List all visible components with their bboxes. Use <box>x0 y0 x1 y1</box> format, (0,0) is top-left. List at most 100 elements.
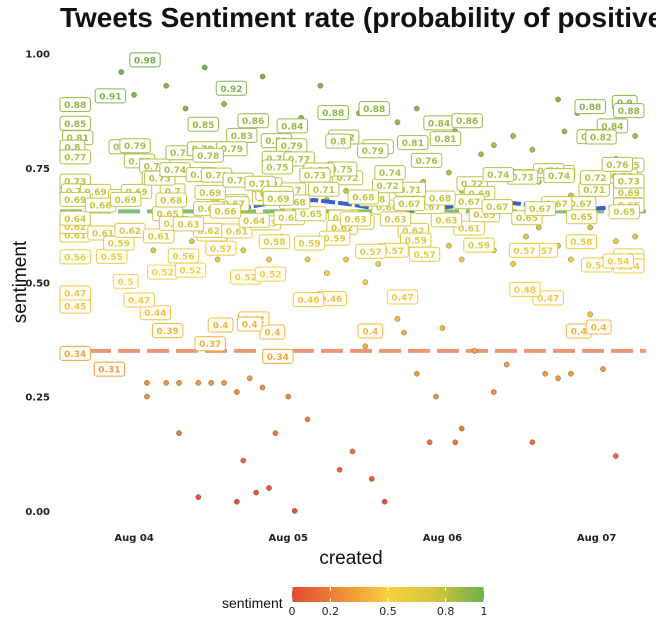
point-label: 0.74 <box>543 168 575 184</box>
point-label-text: 0.54 <box>607 258 629 268</box>
point-label: 0.61 <box>143 228 175 244</box>
x-axis-ticks: Aug 04 Aug 05 Aug 06 Aug 07 <box>114 533 616 544</box>
point-label-box <box>601 156 634 172</box>
data-point <box>458 256 465 263</box>
point-label-text: 0.71 <box>249 180 271 190</box>
point-label: 0.81 <box>397 135 429 151</box>
point-label: 0.78 <box>192 147 224 163</box>
point-label-box <box>308 181 340 197</box>
point-label-text: 0.4 <box>264 329 280 339</box>
point-label-text: 0.46 <box>297 296 319 306</box>
point-label-text: 0.69 <box>84 188 106 198</box>
point-label-text: 0.81 <box>434 135 456 145</box>
point-label-text: 0.73 <box>304 172 326 182</box>
point-label-box <box>192 147 224 163</box>
data-point <box>632 133 638 139</box>
point-label-text: 0.79 <box>362 147 384 157</box>
data-point <box>613 238 619 244</box>
point-label-text: 0.64 <box>64 215 86 225</box>
data-point <box>568 370 574 377</box>
point-label-box <box>532 290 564 306</box>
point-label-text: 0.98 <box>134 56 156 66</box>
point-label: 0.74 <box>374 165 406 181</box>
data-point <box>471 348 478 354</box>
data-point <box>529 146 536 153</box>
point-label: 0.74 <box>482 167 514 183</box>
point-label-box <box>397 135 429 151</box>
data-point <box>221 380 227 386</box>
point-label-text: 0.52 <box>179 267 201 277</box>
point-label: 0.4 <box>236 316 263 332</box>
point-label-text: 0.39 <box>157 327 179 337</box>
x-axis-title: created <box>319 548 382 569</box>
data-point <box>221 101 227 107</box>
point-label-text: 0.57 <box>531 247 553 257</box>
point-label: 0.47 <box>532 290 564 306</box>
point-label-text: 0.45 <box>64 303 86 313</box>
point-label-text: 0.48 <box>514 286 536 296</box>
data-point <box>394 119 401 126</box>
point-label-text: 0.57 <box>382 247 404 257</box>
point-label-box <box>317 105 349 121</box>
legend-tick-label: 1 <box>481 605 488 618</box>
point-label-box <box>357 143 389 159</box>
point-label: 0.66 <box>209 203 242 219</box>
point-label: 0.82 <box>585 129 617 145</box>
point-label-text: 0.7 <box>165 187 181 197</box>
point-label-box <box>574 99 606 115</box>
point-label-text: 0.72 <box>377 182 399 192</box>
point-label: 0.65 <box>295 206 327 222</box>
point-label-text: 0.8 <box>330 138 346 148</box>
point-label-text: 0.59 <box>298 240 320 250</box>
point-label: 0.71 <box>308 181 340 197</box>
point-label-box <box>613 103 645 119</box>
data-point <box>176 380 182 386</box>
data-point <box>195 380 202 386</box>
point-label-box <box>292 292 325 308</box>
point-label-box <box>509 281 541 297</box>
point-label-text: 0.61 <box>92 230 114 240</box>
point-label: 0.65 <box>608 204 641 220</box>
data-point <box>163 82 170 89</box>
point-label-text: 0.71 <box>583 186 605 196</box>
point-label-text: 0.79 <box>124 142 146 152</box>
data-point <box>176 430 182 436</box>
point-label-text: 0.85 <box>192 121 214 131</box>
data-point <box>561 128 568 135</box>
point-label: 0.77 <box>59 149 91 165</box>
data-point <box>324 270 330 276</box>
data-point <box>343 256 349 263</box>
point-label-text: 0.58 <box>263 238 285 248</box>
data-point <box>285 393 292 400</box>
point-label-box <box>379 211 412 227</box>
point-label-text: 0.54 <box>585 262 607 272</box>
point-label: 0.56 <box>59 249 91 265</box>
point-label-text: 0.76 <box>606 161 628 171</box>
point-label-text: 0.69 <box>618 189 640 199</box>
point-label-text: 0.83 <box>231 132 253 142</box>
point-label-text: 0.65 <box>613 208 635 218</box>
point-label-text: 0.73 <box>64 178 86 188</box>
point-label-text: 0.88 <box>363 105 385 115</box>
point-label-text: 0.57 <box>413 251 435 261</box>
point-label-text: 0.81 <box>402 139 424 149</box>
data-point <box>317 82 324 89</box>
point-label: 0.65 <box>566 209 598 225</box>
point-label: 0.37 <box>194 336 226 352</box>
point-label-text: 0.72 <box>461 180 483 190</box>
point-label-text: 0.31 <box>98 366 120 376</box>
data-point <box>452 439 459 446</box>
data-point <box>259 73 266 80</box>
point-label: 0.67 <box>481 199 513 215</box>
point-label-text: 0.34 <box>267 353 289 363</box>
point-label-text: 0.74 <box>548 172 570 182</box>
point-label-text: 0.86 <box>456 117 478 127</box>
point-label: 0.63 <box>379 211 412 227</box>
point-label-box <box>207 317 234 333</box>
point-label: 0.79 <box>275 138 308 154</box>
data-point <box>253 489 259 496</box>
point-label-text: 0.79 <box>221 145 243 155</box>
data-point <box>439 325 446 331</box>
point-label-text: 0.63 <box>177 220 199 230</box>
data-point <box>523 233 529 240</box>
